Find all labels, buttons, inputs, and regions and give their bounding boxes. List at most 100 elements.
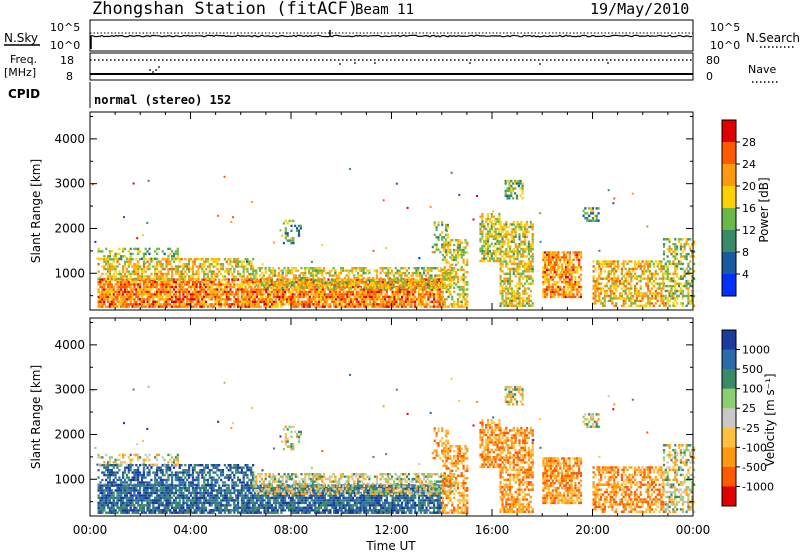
power-cell bbox=[687, 295, 689, 297]
power-cell bbox=[626, 287, 628, 289]
power-cell bbox=[171, 270, 173, 272]
power-cell bbox=[220, 265, 222, 267]
power-cell bbox=[103, 301, 105, 303]
power-cell bbox=[580, 296, 582, 298]
power-cell bbox=[615, 283, 617, 285]
power-cell bbox=[133, 288, 135, 290]
power-cell bbox=[341, 301, 343, 303]
power-cell bbox=[532, 226, 534, 228]
power-cell bbox=[542, 283, 544, 285]
power-cell bbox=[463, 274, 465, 276]
power-cell bbox=[435, 306, 437, 308]
power-cell bbox=[483, 225, 485, 227]
power-cell bbox=[132, 291, 134, 293]
power-cell bbox=[676, 302, 678, 304]
power-cell bbox=[261, 267, 263, 269]
power-cell bbox=[130, 291, 132, 293]
power-cell bbox=[571, 278, 573, 280]
power-cell bbox=[615, 265, 617, 267]
power-cell bbox=[107, 261, 109, 263]
power-cell bbox=[485, 243, 487, 245]
power-cell bbox=[116, 258, 118, 260]
power-cell bbox=[307, 303, 309, 305]
power-cell bbox=[317, 282, 319, 284]
velocity-cell bbox=[111, 509, 113, 511]
power-cell bbox=[406, 270, 408, 272]
power-cell bbox=[642, 265, 644, 267]
power-cell bbox=[173, 255, 175, 257]
power-cell bbox=[561, 291, 563, 293]
power-cell bbox=[548, 288, 550, 290]
power-cell bbox=[137, 250, 139, 252]
power-cell bbox=[390, 301, 392, 303]
power-cell bbox=[158, 303, 160, 305]
power-cell bbox=[447, 251, 449, 253]
power-cell bbox=[503, 283, 505, 285]
power-cell bbox=[148, 306, 150, 308]
power-cell bbox=[427, 293, 429, 295]
power-cell bbox=[451, 306, 453, 308]
power-cell bbox=[516, 182, 518, 184]
power-cell bbox=[457, 246, 459, 248]
power-cell bbox=[511, 233, 513, 235]
power-cell bbox=[109, 286, 111, 288]
power-cell bbox=[544, 256, 546, 258]
power-cell bbox=[626, 280, 628, 282]
power-cell bbox=[133, 248, 135, 250]
power-cell bbox=[593, 278, 595, 280]
power-cell bbox=[246, 293, 248, 295]
power-cell bbox=[647, 263, 649, 265]
power-cell bbox=[689, 260, 691, 262]
power-cell bbox=[311, 291, 313, 293]
power-cell bbox=[461, 266, 463, 268]
power-cell bbox=[113, 288, 115, 290]
power-cell bbox=[203, 263, 205, 265]
power-cell bbox=[687, 238, 689, 240]
power-cell bbox=[572, 296, 574, 298]
power-cell bbox=[680, 292, 682, 294]
power-cell bbox=[594, 290, 596, 292]
power-cell bbox=[113, 301, 115, 303]
power-cell bbox=[338, 284, 340, 286]
power-cell bbox=[643, 295, 645, 297]
power-cell bbox=[246, 268, 248, 270]
power-cell bbox=[152, 286, 154, 288]
power-cell bbox=[530, 265, 532, 267]
power-cell bbox=[461, 286, 463, 288]
power-cell bbox=[378, 293, 380, 295]
power-cell bbox=[623, 290, 625, 292]
power-cell bbox=[285, 227, 287, 229]
power-cell bbox=[548, 283, 550, 285]
power-cell bbox=[640, 287, 642, 289]
power-cell bbox=[520, 180, 522, 182]
power-cell bbox=[287, 282, 289, 284]
power-cell bbox=[687, 265, 689, 267]
power-cell bbox=[687, 243, 689, 245]
power-cell bbox=[427, 267, 429, 269]
power-cell bbox=[410, 303, 412, 305]
power-cell bbox=[501, 265, 503, 267]
power-cell bbox=[528, 305, 530, 307]
power-cell bbox=[461, 276, 463, 278]
power-cell bbox=[496, 260, 498, 262]
power-cell bbox=[479, 216, 481, 218]
power-cell bbox=[352, 293, 354, 295]
power-cell bbox=[630, 295, 632, 297]
power-cell bbox=[321, 272, 323, 274]
power-cell bbox=[293, 277, 295, 279]
power-cell bbox=[239, 265, 241, 267]
power-cell bbox=[436, 274, 438, 276]
power-cell bbox=[147, 298, 149, 300]
power-cell bbox=[307, 306, 309, 308]
power-cell bbox=[231, 261, 233, 263]
power-cell bbox=[98, 301, 100, 303]
power-cell bbox=[487, 233, 489, 235]
power-cell bbox=[235, 258, 237, 260]
power-cell bbox=[500, 248, 502, 250]
power-cell bbox=[401, 303, 403, 305]
power-cell bbox=[518, 268, 520, 270]
power-cell bbox=[487, 260, 489, 262]
power-cell bbox=[672, 302, 674, 304]
power-cell bbox=[613, 305, 615, 307]
